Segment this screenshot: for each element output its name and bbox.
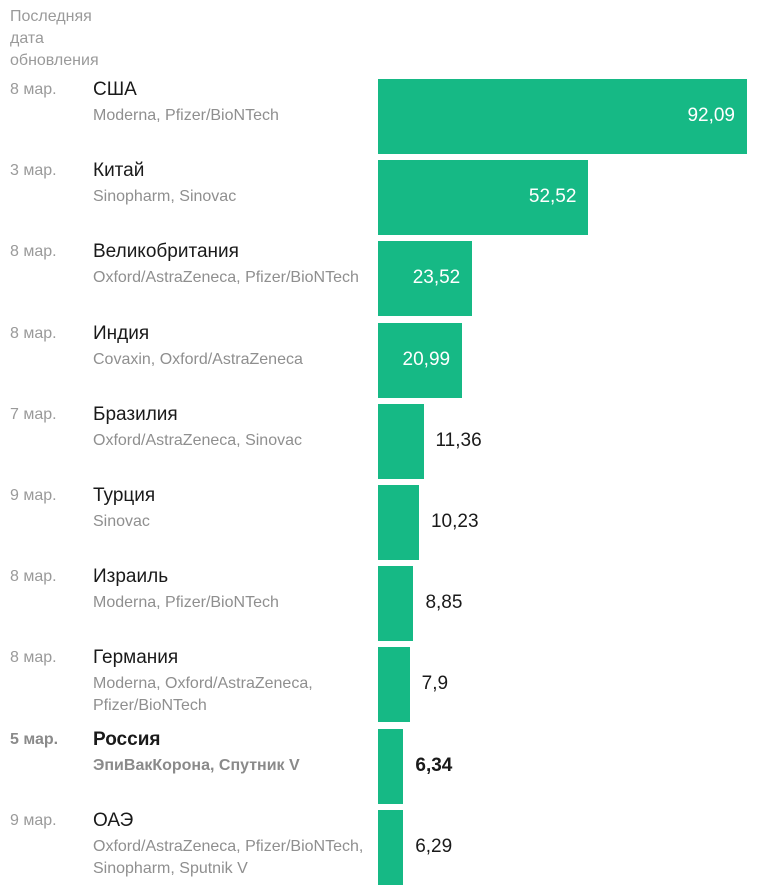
vaccine-list: ЭпиВакКорона, Спутник V: [93, 756, 300, 774]
bar: [378, 160, 589, 236]
vaccine-list: Oxford/AstraZeneca, Pfizer/BioNTech: [93, 269, 359, 287]
value-label: 8,85: [425, 592, 463, 614]
value-label: 7,9: [421, 673, 449, 695]
row-date: 8 мар.: [10, 568, 57, 586]
country-name: Великобритания: [93, 241, 239, 263]
value-label: 52,52: [528, 186, 577, 208]
vaccine-list: Covaxin, Oxford/AstraZeneca: [93, 350, 303, 368]
bar: [378, 485, 419, 560]
country-name: Израиль: [93, 566, 169, 588]
country-name: ОАЭ: [93, 809, 134, 831]
vaccine-list: Moderna, Oxford/AstraZeneca, Pfizer/BioN…: [93, 675, 313, 715]
row-date: 9 мар.: [10, 811, 57, 829]
row-date: 9 мар.: [10, 487, 57, 504]
value-label: 11,36: [435, 429, 482, 451]
country-name: Китай: [93, 160, 145, 182]
vaccine-list: Oxford/AstraZeneca, Pfizer/BioNTech, Sin…: [93, 837, 364, 877]
row-date: 3 мар.: [10, 162, 57, 180]
row-date: 8 мар.: [10, 81, 57, 98]
country-name: Индия: [93, 322, 150, 344]
value-label: 6,34: [415, 754, 453, 776]
value-label: 6,29: [415, 835, 453, 857]
bar: [378, 403, 424, 479]
bar: [378, 728, 404, 804]
row-date: 5 мар.: [10, 730, 59, 748]
country-name: Бразилия: [93, 403, 178, 425]
country-name: Германия: [93, 647, 179, 669]
row-date: 7 мар.: [10, 405, 57, 423]
vaccine-list: Sinovac: [93, 513, 150, 530]
bar: [378, 241, 473, 317]
bar: [378, 566, 414, 642]
vaccine-list: Moderna, Pfizer/BioNTech: [93, 107, 279, 124]
date-column-header: Последняя дата обновления: [10, 8, 99, 69]
row-date: 8 мар.: [10, 243, 57, 261]
vaccine-list: Moderna, Pfizer/BioNTech: [93, 594, 279, 612]
country-name: Турция: [93, 485, 156, 506]
country-name: США: [93, 79, 137, 100]
bar: [378, 322, 463, 398]
row-date: 8 мар.: [10, 649, 57, 667]
value-label: 23,52: [412, 267, 461, 289]
value-label: 92,09: [687, 105, 735, 126]
vaccine-list: Oxford/AstraZeneca, Sinovac: [93, 431, 302, 449]
bar: [378, 79, 747, 154]
country-name: Россия: [93, 728, 161, 750]
bar: [378, 809, 404, 885]
row-date: 8 мар.: [10, 324, 57, 342]
bar: [378, 647, 410, 723]
vaccine-list: Sinopharm, Sinovac: [93, 188, 237, 206]
value-label: 20,99: [402, 348, 451, 370]
value-label: 10,23: [430, 511, 479, 532]
